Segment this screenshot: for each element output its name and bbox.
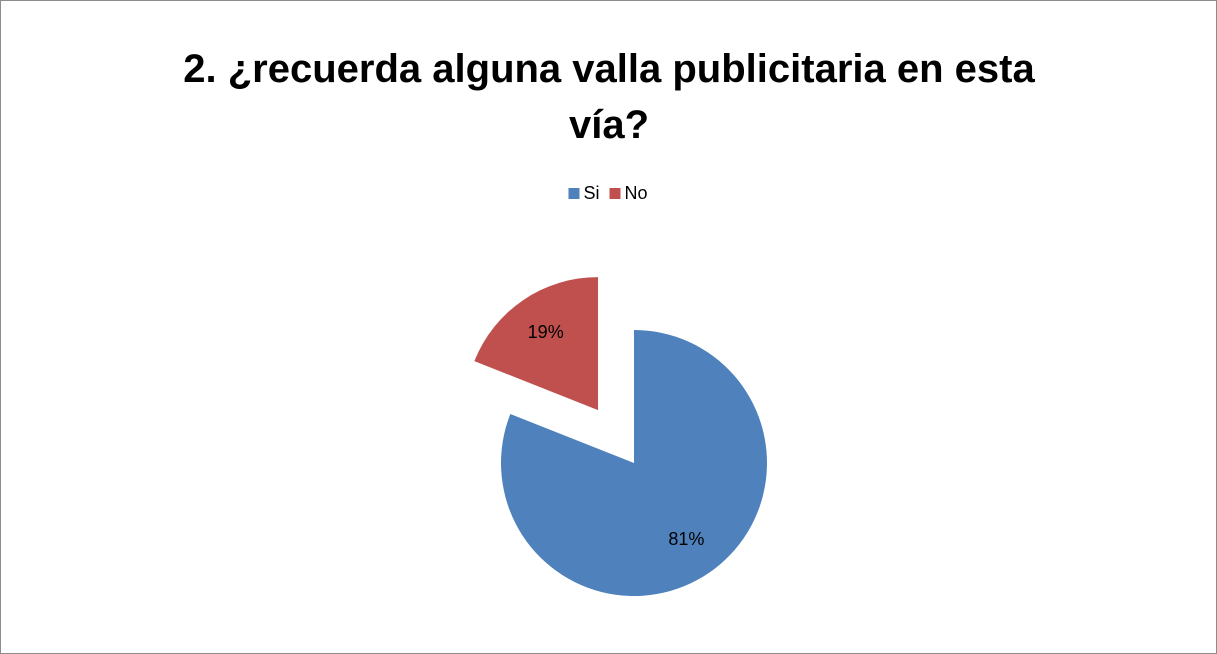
legend-label: Si — [583, 183, 599, 203]
legend-label: No — [625, 183, 648, 203]
pie-slice — [474, 277, 599, 411]
chart-title: 2. ¿recuerda alguna valla publicitaria e… — [183, 47, 1035, 147]
data-label: 81% — [668, 529, 704, 549]
legend-swatch — [568, 188, 580, 199]
pie-slice — [501, 330, 767, 596]
data-label: 19% — [528, 322, 564, 342]
legend-swatch — [609, 188, 621, 199]
